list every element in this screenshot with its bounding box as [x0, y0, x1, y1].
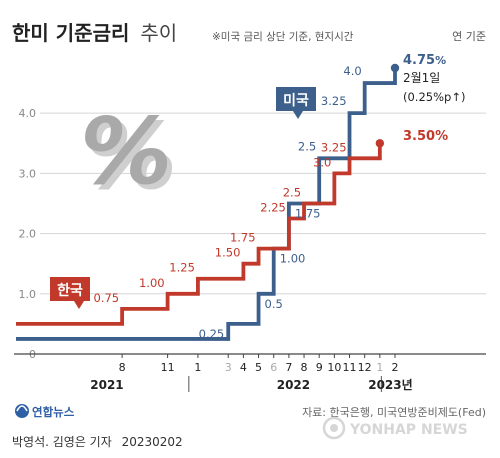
footer-credit: 박영석. 김영은 기자 20230202 [12, 435, 183, 449]
series-layer [16, 63, 400, 341]
y-tick-label: 3.0 [19, 167, 37, 180]
series-endpoint [375, 139, 385, 148]
svg-text:%: % [80, 98, 172, 205]
x-tick-label: 9 [316, 361, 323, 374]
data-label: 0.25 [199, 327, 225, 341]
chart-title: 한미 기준금리 추이 [12, 21, 177, 45]
data-label: 1.50 [215, 246, 241, 260]
x-tick-label: 1 [376, 361, 383, 374]
data-label: 3.25 [321, 140, 347, 154]
series-line-kr [16, 143, 382, 326]
legend-kr-label: 한국 [57, 283, 83, 299]
legend-us: 미국 [276, 87, 316, 119]
series-endpoint [390, 63, 400, 73]
watermark: YONHAP NEWS [322, 416, 468, 440]
year-label: 2022 [277, 378, 310, 392]
data-label: 1.00 [139, 276, 165, 290]
us-end-note: 2월1일 [403, 71, 440, 85]
data-label: 0.75 [94, 291, 120, 305]
footer-source: 자료: 한국은행, 미국연방준비제도(Fed) [302, 406, 486, 419]
x-tick-label: 7 [285, 361, 292, 374]
x-tick-label: 3 [225, 361, 232, 374]
data-label: 3.0 [313, 155, 331, 169]
legend-kr: 한국 [50, 277, 90, 309]
data-label: 2.25 [260, 201, 286, 215]
x-tick-label: 1 [194, 361, 201, 374]
x-tick-label: 2 [392, 361, 399, 374]
data-label: 1.75 [230, 231, 256, 245]
x-tick-label: 8 [301, 361, 308, 374]
x-tick-label: 5 [255, 361, 262, 374]
us-end-value: 4.75% [403, 53, 446, 68]
legend-us-label: 미국 [283, 93, 309, 109]
x-tick-label: 6 [270, 361, 277, 374]
data-label: 1.75 [295, 206, 321, 220]
data-label: 2.5 [298, 139, 316, 153]
data-label: 0.5 [265, 297, 283, 311]
y-tick-label: 1.0 [19, 288, 37, 301]
unit-label: 연 기준 [452, 30, 486, 43]
data-label: 2.5 [283, 185, 301, 199]
y-tick-label: 2.0 [19, 228, 37, 241]
svg-text:%: % [85, 103, 177, 210]
data-labels: 0.25 0.5 1.00 1.75 2.5 3.25 4.0 0.75 1.00 1.25 1.5… [94, 64, 362, 341]
year-label: 2023년 [368, 378, 412, 392]
x-tick-label: 10 [327, 361, 341, 374]
x-tick-label: 8 [119, 361, 126, 374]
chart-note: ※미국 금리 상단 기준, 현지시간 [212, 31, 354, 43]
x-tick-label: 4 [240, 361, 247, 374]
x-tick-label: 12 [358, 361, 372, 374]
kr-end-value: 3.50% [403, 129, 448, 144]
data-label: 1.25 [169, 261, 195, 275]
year-label: 2021 [90, 378, 123, 392]
x-tick-label: 11 [343, 361, 357, 374]
percent-symbol-icon: % % [80, 98, 177, 210]
x-tick-label: 11 [161, 361, 175, 374]
data-label: 1.00 [280, 252, 306, 266]
data-label: 4.0 [343, 64, 361, 78]
data-label: 3.25 [321, 94, 347, 108]
watermark-text: YONHAP NEWS [349, 422, 468, 438]
footer-logo: 연합뉴스 [32, 405, 75, 419]
y-tick-label: 4.0 [19, 107, 37, 120]
series-line-us [16, 68, 397, 341]
us-end-note2: (0.25%p↑) [403, 90, 465, 104]
yonhap-logo-icon [15, 404, 29, 418]
